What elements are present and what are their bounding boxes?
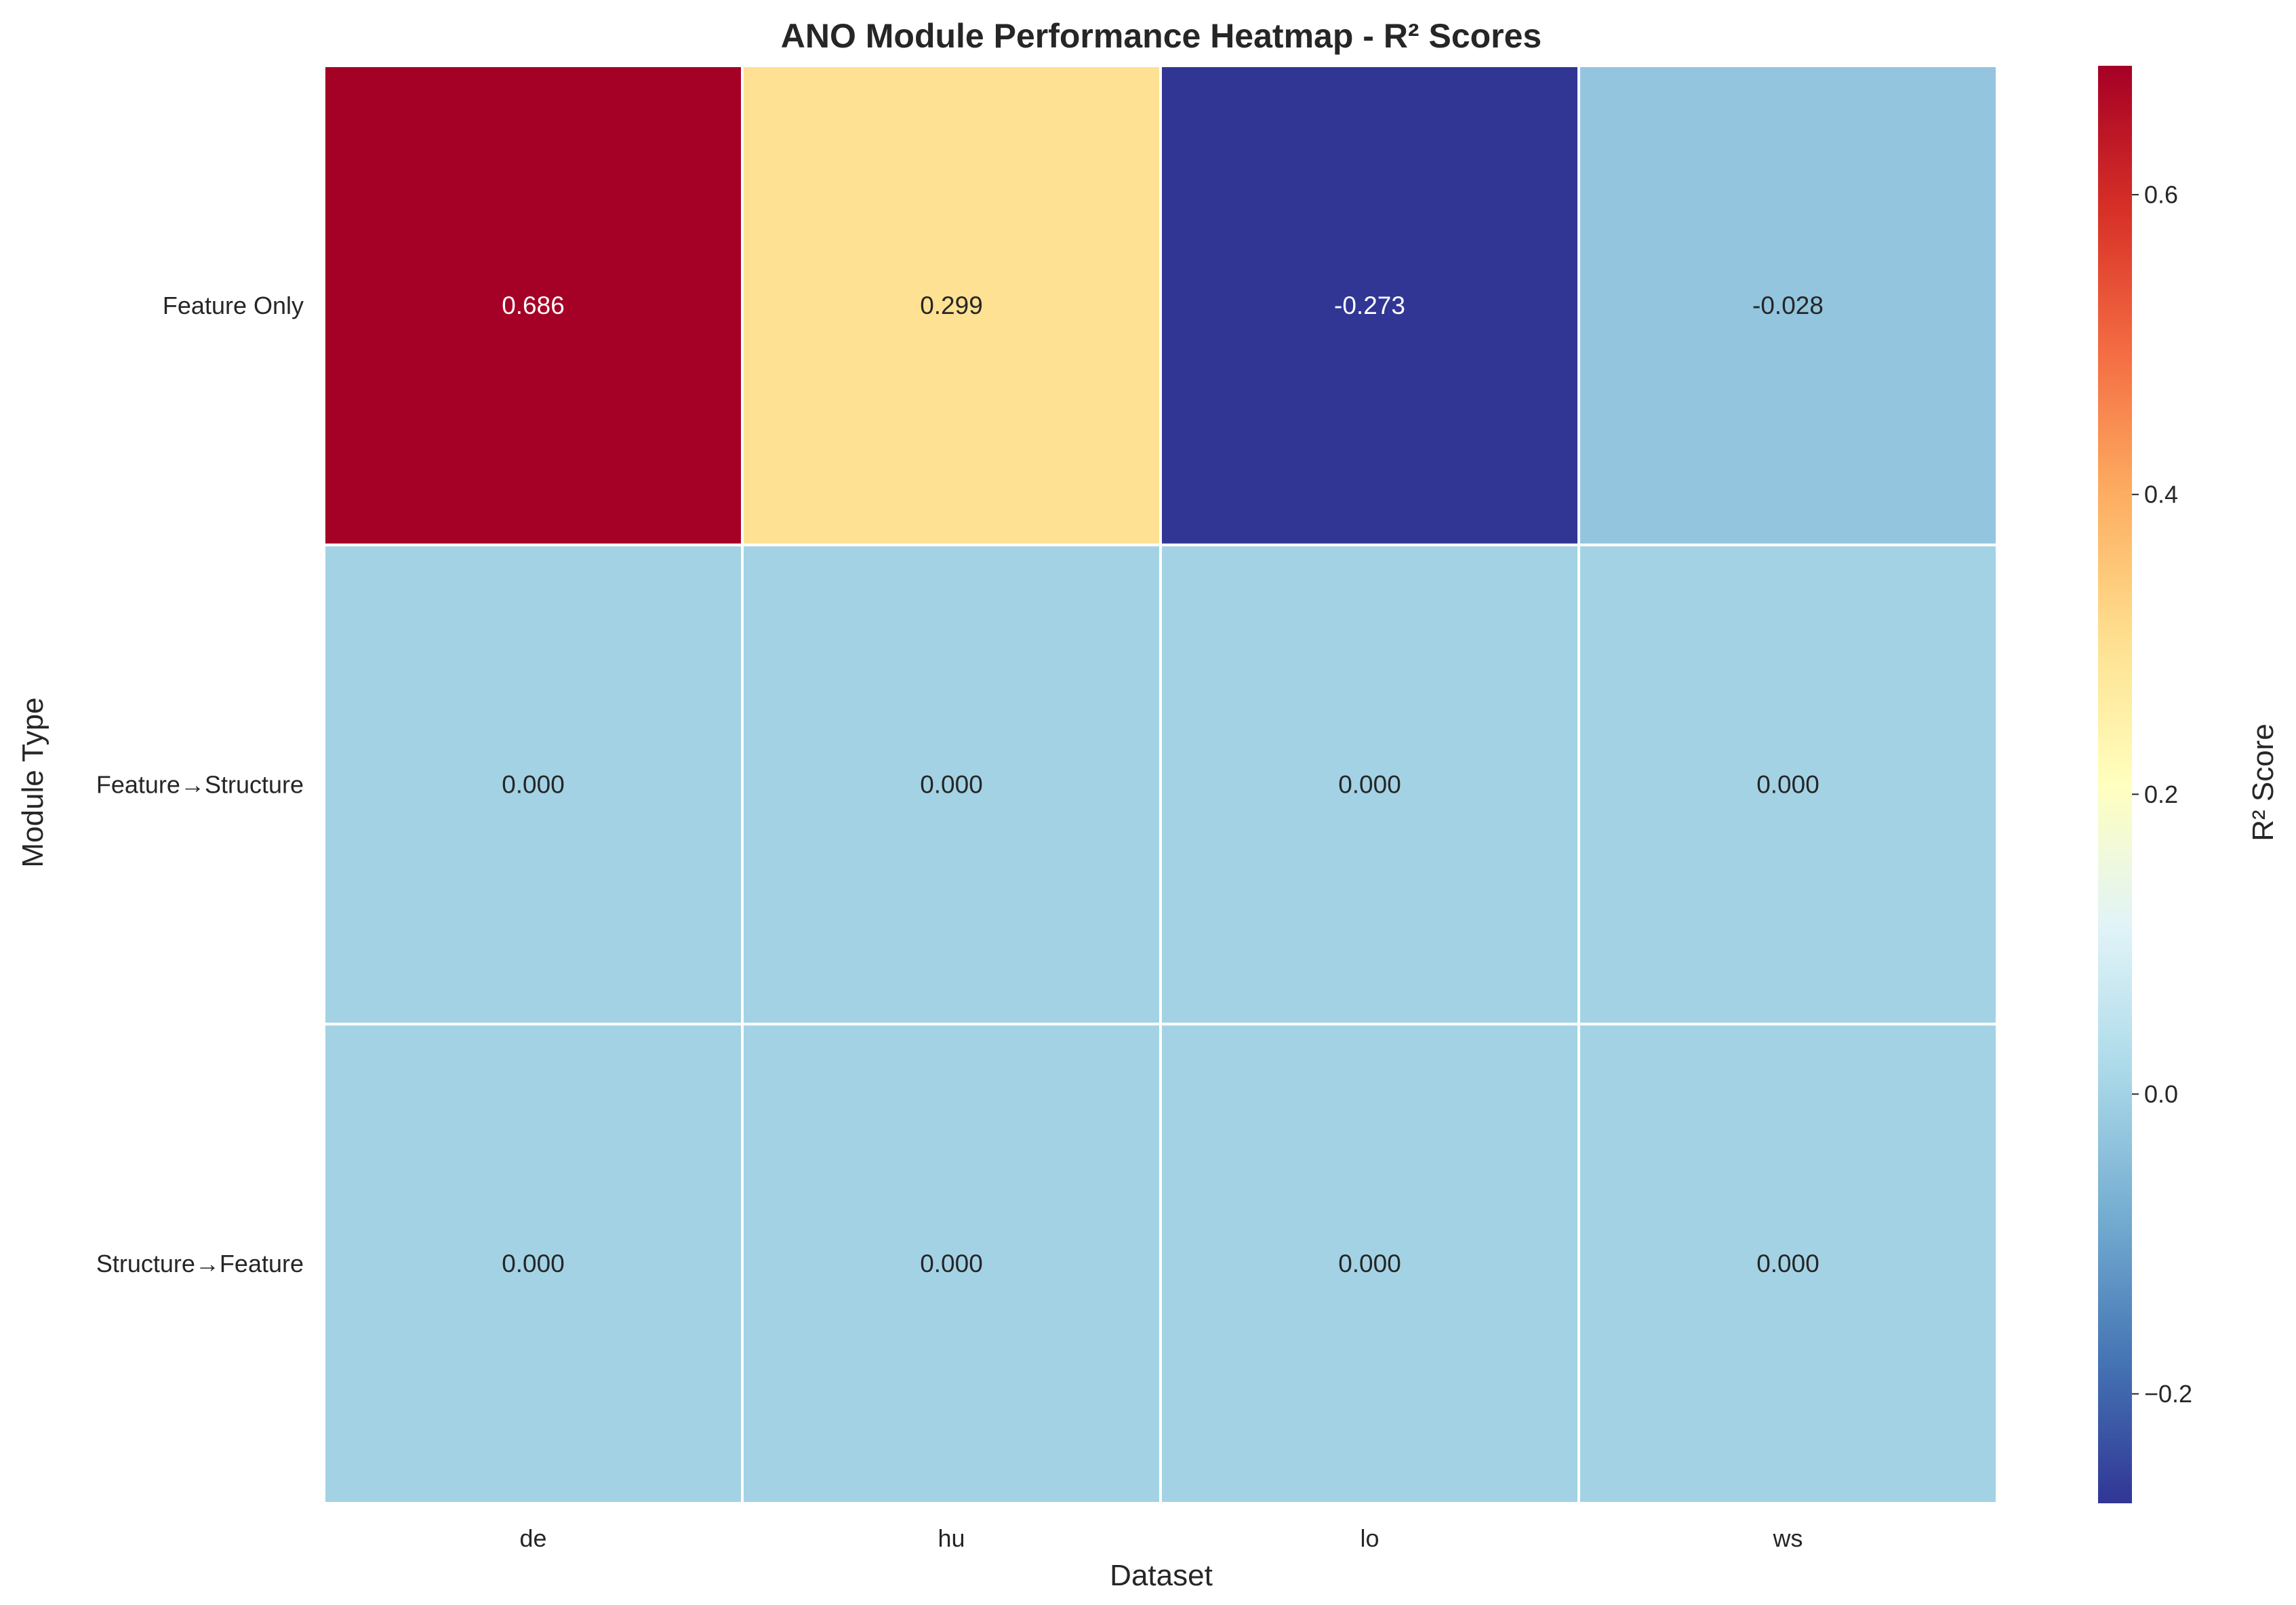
colorbar-tick-label: 0.0 — [2144, 1080, 2178, 1108]
y-tick-label: Feature→Structure — [96, 771, 304, 799]
x-tick-label: de — [519, 1524, 546, 1552]
y-tick-label: Feature Only — [163, 292, 304, 319]
cell-value-label: 0.686 — [502, 292, 565, 319]
heatmap-cell — [323, 543, 744, 1026]
heatmap-cell — [1159, 64, 1580, 547]
cell-value-label: -0.273 — [1334, 292, 1405, 319]
heatmap-cell — [1577, 1023, 1998, 1505]
heatmap-cell — [323, 1023, 744, 1505]
heatmap-cell — [741, 543, 1162, 1026]
cell-value-label: 0.000 — [1338, 771, 1401, 799]
heatmap-cell — [1577, 64, 1998, 547]
colorbar-tick-label: −0.2 — [2144, 1380, 2192, 1408]
cell-value-label: 0.299 — [920, 292, 983, 319]
colorbar — [2098, 66, 2132, 1503]
colorbar-tick-label: 0.4 — [2144, 481, 2178, 509]
colorbar-tick-label: 0.2 — [2144, 780, 2178, 808]
colorbar-tick-label: 0.6 — [2144, 181, 2178, 209]
x-tick-label: lo — [1360, 1524, 1379, 1552]
heatmap-cell — [741, 1023, 1162, 1505]
heatmap-cell-labels: 0.686 0.299 -0.273 -0.028 0.000 0.000 0.000 0.0… — [502, 292, 1824, 1277]
heatmap-cells — [323, 64, 1998, 1505]
colorbar-label: R² Score — [2247, 724, 2280, 841]
x-axis-label: Dataset — [1110, 1559, 1213, 1592]
y-axis-ticks: Feature Only Feature→Structure Structure→F… — [96, 292, 304, 1277]
heatmap-cell — [741, 64, 1162, 547]
heatmap-cell — [1577, 543, 1998, 1026]
x-tick-label: ws — [1773, 1524, 1803, 1552]
cell-value-label: 0.000 — [920, 1250, 983, 1277]
cell-value-label: 0.000 — [1756, 771, 1819, 799]
heatmap-cell — [1159, 543, 1580, 1026]
cell-value-label: 0.000 — [502, 1250, 565, 1277]
cell-value-label: 0.000 — [920, 771, 983, 799]
cell-value-label: 0.000 — [1756, 1250, 1819, 1277]
cell-value-label: 0.000 — [1338, 1250, 1401, 1277]
cell-value-label: -0.028 — [1752, 292, 1824, 319]
heatmap-cell — [323, 64, 744, 547]
colorbar-ticks: 0.6 0.4 0.2 0.0 −0.2 — [2132, 181, 2192, 1408]
x-axis-ticks: de hu lo ws — [519, 1524, 1802, 1552]
y-tick-label: Structure→Feature — [96, 1250, 304, 1277]
x-tick-label: hu — [938, 1524, 965, 1552]
cell-value-label: 0.000 — [502, 771, 565, 799]
chart-title: ANO Module Performance Heatmap - R² Scor… — [781, 17, 1542, 55]
y-axis-label: Module Type — [16, 697, 49, 867]
